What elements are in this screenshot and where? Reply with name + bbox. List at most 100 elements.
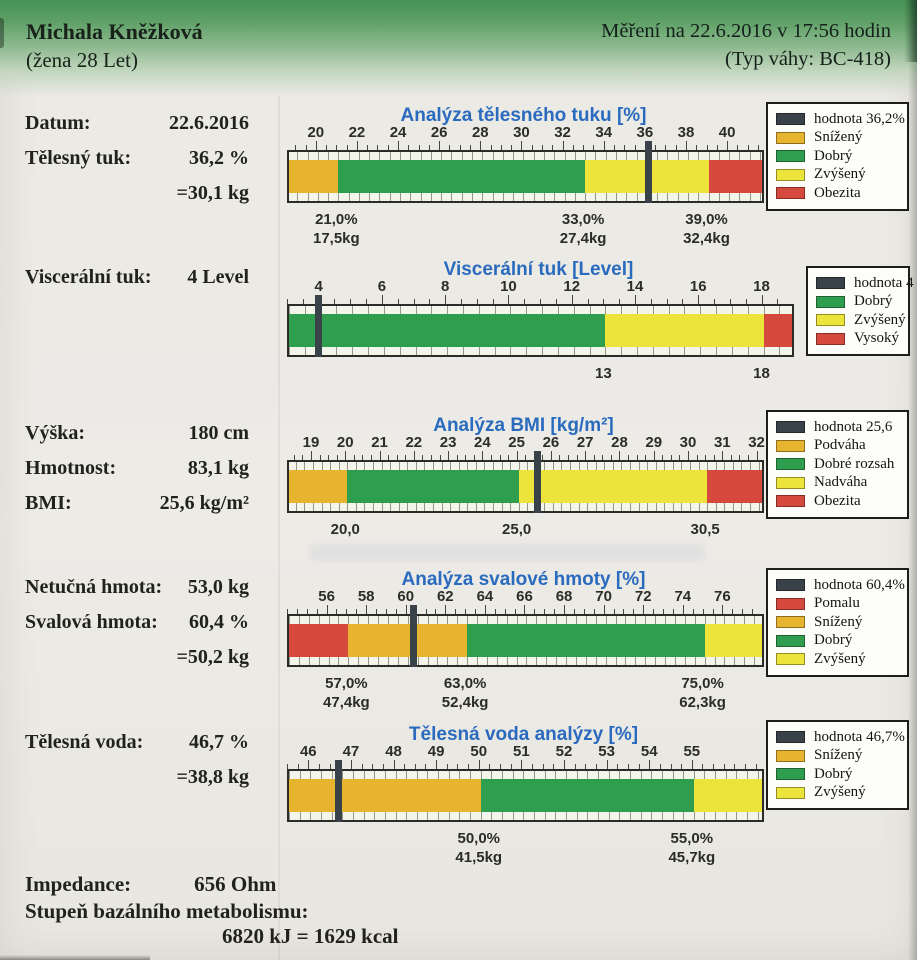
ruler-gridline [523,771,525,779]
ruler-gridline [749,193,751,201]
ruler-gridline [605,347,607,355]
minor-tick [587,299,589,304]
ruler-gridline [677,152,679,160]
stat-row: Tělesná voda: 46,7 % [25,731,249,766]
ruler-gridline [512,812,514,820]
ruler-gridline [533,193,535,201]
ruler-gridline [638,462,640,470]
ruler-gridline [358,657,360,665]
ruler-gridline [672,812,674,820]
impedance-label: Impedance: [25,872,132,896]
ruler-gridline [513,193,515,201]
scale-annotation: 13 [595,364,612,383]
stat-row: =50,2 kg [25,646,249,681]
ruler-gridline [310,812,312,820]
ruler-gridline [330,462,332,470]
ruler-gridline [636,306,638,314]
major-tick [445,295,447,304]
ruler-gridline [379,152,381,160]
ruler-gridline [698,152,700,160]
ruler-gridline [304,306,306,314]
stat-row: =38,8 kg [25,766,249,801]
ruler-gridline [683,771,685,779]
major-tick [603,141,605,150]
major-tick [393,760,395,769]
ruler-gridline [698,193,700,201]
ruler-gridline [741,503,743,511]
ruler-gridline [741,462,743,470]
ruler-gridline [390,503,392,511]
minor-tick [350,299,352,304]
minor-tick [713,455,715,460]
minor-tick [336,455,338,460]
stat-value: 53,0 kg [187,576,249,598]
ruler-gridline [668,306,670,314]
ruler-gridline [458,462,460,470]
ruler-gridline [527,503,529,511]
major-tick [350,760,352,769]
legend-label: Dobré rozsah [814,455,895,472]
minor-tick [623,609,625,614]
ruler-gridline [621,306,623,314]
zone-segment-red [289,624,349,657]
ruler-gridline [625,657,627,665]
ruler-gridline [546,657,548,665]
ruler-gridline [415,306,417,314]
minor-tick [593,455,595,460]
legend-row: Zvýšený [776,166,899,185]
tick-number: 32 [554,124,571,141]
major-tick [326,605,328,614]
tick-number: 74 [674,588,692,605]
tick-number: 31 [713,434,731,451]
minor-tick [356,609,358,614]
tick-number: 4 [314,278,323,295]
ruler-gridline [552,503,554,511]
legend-label: Zvýšený [814,166,866,183]
ruler-gridline [368,306,370,314]
legend-row: Snížený [776,129,899,148]
tick-number: 22 [348,124,366,141]
zone-segment-gold [348,624,468,657]
ruler-gridline [399,347,401,355]
tick-number: 20 [307,124,325,141]
ruler-gridline [544,503,546,511]
ruler-gridline [576,771,578,779]
ruler-gridline [526,657,528,665]
tick-number: 36 [636,124,654,141]
ruler-gridline [441,152,443,160]
ruler-gridline [492,503,494,511]
annotation-line: 13 [595,365,612,382]
minor-tick [287,299,288,304]
minor-tick [470,145,472,150]
tick-number: 70 [595,588,612,605]
tick-number: 26 [430,124,448,141]
ruler-gridline [570,503,572,511]
ruler-gridline [665,616,667,624]
minor-tick [396,455,398,460]
minor-tick [682,299,684,304]
value-marker [315,295,323,357]
ruler-gridline [475,462,477,470]
ruler-gridline [690,462,692,470]
measurement-block: Měření na 22.6.2016 v 17:56 hodin (Typ v… [601,17,891,96]
tick-number: 30 [513,124,530,141]
ruler-gridline [304,462,306,470]
minor-tick [613,145,615,150]
ruler-strip-top [289,152,762,160]
minor-tick [540,299,542,304]
tick-number: 21 [371,434,388,451]
ruler-gridline [587,812,589,820]
minor-tick [544,609,546,614]
ruler-gridline [492,462,494,470]
legend-row: hodnota 4 [816,274,914,293]
zone-segment-yellow [704,624,762,657]
ruler-gridline [398,503,400,511]
major-tick [550,451,552,460]
ruler-gridline [693,812,695,820]
major-tick [379,451,381,460]
legend-swatch-yellow [816,314,845,327]
ruler-gridline [317,193,319,201]
ruler-gridline [289,771,290,779]
minor-tick [696,455,698,460]
scale-annotation: 50,0% 41,5kg [455,829,502,867]
